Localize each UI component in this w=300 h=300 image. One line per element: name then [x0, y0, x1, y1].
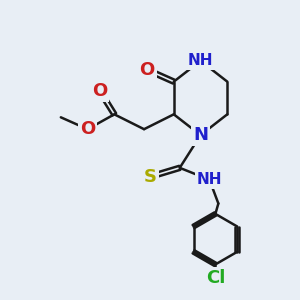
- Text: Cl: Cl: [206, 269, 225, 287]
- Text: S: S: [143, 168, 157, 186]
- Text: NH: NH: [188, 53, 213, 68]
- Text: NH: NH: [197, 172, 222, 187]
- Text: N: N: [193, 126, 208, 144]
- Text: O: O: [80, 120, 95, 138]
- Text: O: O: [140, 61, 155, 79]
- Text: O: O: [92, 82, 107, 100]
